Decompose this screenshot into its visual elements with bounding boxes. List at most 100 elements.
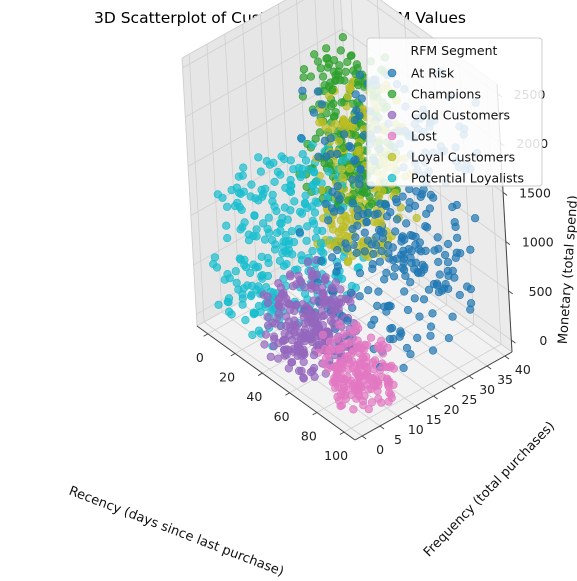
data-point-lost xyxy=(383,343,392,352)
data-point-lost xyxy=(354,390,363,399)
data-point-potential-loyalists xyxy=(244,230,253,239)
data-point-loyal-customers xyxy=(331,119,340,128)
data-point-at-risk xyxy=(428,309,437,318)
y-gridline xyxy=(188,53,205,323)
data-point-lost xyxy=(359,376,368,385)
data-point-potential-loyalists xyxy=(301,191,310,200)
x-axis-label: Recency (days since last purchase) xyxy=(67,484,286,580)
data-point-at-risk xyxy=(375,257,385,266)
data-point-at-risk xyxy=(357,94,366,103)
data-point-potential-loyalists xyxy=(224,298,233,307)
data-point-potential-loyalists xyxy=(338,156,347,165)
data-point-cold-customers xyxy=(299,349,308,358)
data-point-potential-loyalists xyxy=(286,187,296,196)
data-point-potential-loyalists xyxy=(309,167,319,177)
data-point-cold-customers xyxy=(274,354,283,363)
data-point-potential-loyalists xyxy=(289,165,298,174)
data-point-champions xyxy=(343,57,352,67)
data-point-at-risk xyxy=(448,312,457,321)
data-point-at-risk xyxy=(333,182,342,191)
data-point-potential-loyalists xyxy=(311,197,320,206)
data-point-potential-loyalists xyxy=(270,177,279,186)
x-tick-label: 0 xyxy=(196,350,204,365)
y-tick-label: 0 xyxy=(376,442,384,457)
data-point-at-risk xyxy=(444,239,453,249)
data-point-potential-loyalists xyxy=(287,227,297,236)
legend-entry-label: Champions xyxy=(411,87,481,102)
data-point-at-risk xyxy=(362,218,371,227)
data-point-cold-customers xyxy=(274,295,283,304)
data-point-champions xyxy=(340,76,349,85)
data-point-lost xyxy=(382,363,391,372)
legend-marker xyxy=(387,89,397,99)
data-point-cold-customers xyxy=(298,300,307,309)
data-point-cold-customers xyxy=(286,305,295,314)
data-point-potential-loyalists xyxy=(210,253,219,262)
data-point-champions xyxy=(346,51,355,61)
data-point-potential-loyalists xyxy=(243,281,252,290)
data-point-cold-customers xyxy=(282,312,291,321)
data-point-at-risk xyxy=(392,198,401,207)
data-point-potential-loyalists xyxy=(223,270,232,279)
data-point-cold-customers xyxy=(318,312,327,321)
data-point-at-risk xyxy=(348,199,357,208)
data-point-potential-loyalists xyxy=(282,259,291,269)
data-point-champions xyxy=(319,72,328,81)
data-point-at-risk xyxy=(346,143,356,152)
data-point-champions xyxy=(322,54,331,63)
data-point-loyal-customers xyxy=(338,173,347,182)
y-tick-mark xyxy=(397,415,403,420)
data-point-cold-customers xyxy=(299,357,308,367)
y-tick-mark xyxy=(468,375,474,380)
data-point-at-risk xyxy=(352,248,361,257)
data-point-potential-loyalists xyxy=(277,152,286,161)
data-point-loyal-customers xyxy=(343,121,353,131)
data-point-lost xyxy=(339,330,349,339)
data-point-champions xyxy=(323,63,332,72)
data-point-cold-customers xyxy=(327,301,337,311)
data-point-potential-loyalists xyxy=(273,167,283,177)
data-point-champions xyxy=(311,134,320,143)
data-point-lost xyxy=(374,394,383,403)
data-point-lost xyxy=(336,368,345,377)
y-tick-label: 20 xyxy=(444,402,460,417)
legend-entry-label: At Risk xyxy=(411,66,455,81)
data-point-loyal-customers xyxy=(343,258,353,267)
data-point-cold-customers xyxy=(327,309,336,318)
data-point-potential-loyalists xyxy=(271,240,280,249)
x-tick-mark xyxy=(257,372,263,376)
data-point-cold-customers xyxy=(299,308,308,318)
data-point-at-risk xyxy=(360,247,369,256)
pane-edge xyxy=(181,57,198,327)
data-point-lost xyxy=(378,349,388,358)
data-point-potential-loyalists xyxy=(235,202,244,212)
data-point-at-risk xyxy=(324,216,333,225)
data-point-at-risk xyxy=(355,292,364,301)
data-point-at-risk xyxy=(348,175,357,184)
data-point-at-risk xyxy=(466,245,475,254)
data-point-at-risk xyxy=(395,332,404,341)
data-point-potential-loyalists xyxy=(238,300,247,309)
data-point-cold-customers xyxy=(261,330,271,339)
data-point-potential-loyalists xyxy=(312,177,321,186)
data-point-cold-customers xyxy=(263,312,272,322)
data-point-champions xyxy=(338,33,348,42)
data-point-at-risk xyxy=(413,333,422,343)
data-point-at-risk xyxy=(467,299,476,308)
y-gridline xyxy=(242,23,259,293)
data-point-at-risk xyxy=(400,265,409,275)
data-point-at-risk xyxy=(322,152,331,161)
x-tick-mark xyxy=(203,333,209,337)
z-tick-label: 500 xyxy=(529,284,553,299)
data-point-cold-customers xyxy=(311,333,320,342)
data-point-lost xyxy=(332,334,341,343)
data-point-cold-customers xyxy=(270,332,279,341)
data-point-at-risk xyxy=(333,149,342,158)
data-point-potential-loyalists xyxy=(209,259,218,269)
data-point-at-risk xyxy=(414,245,424,254)
data-point-lost xyxy=(348,357,357,366)
data-point-cold-customers xyxy=(309,351,319,360)
data-point-lost xyxy=(389,380,398,389)
data-point-at-risk xyxy=(367,240,376,249)
data-point-potential-loyalists xyxy=(303,222,312,231)
